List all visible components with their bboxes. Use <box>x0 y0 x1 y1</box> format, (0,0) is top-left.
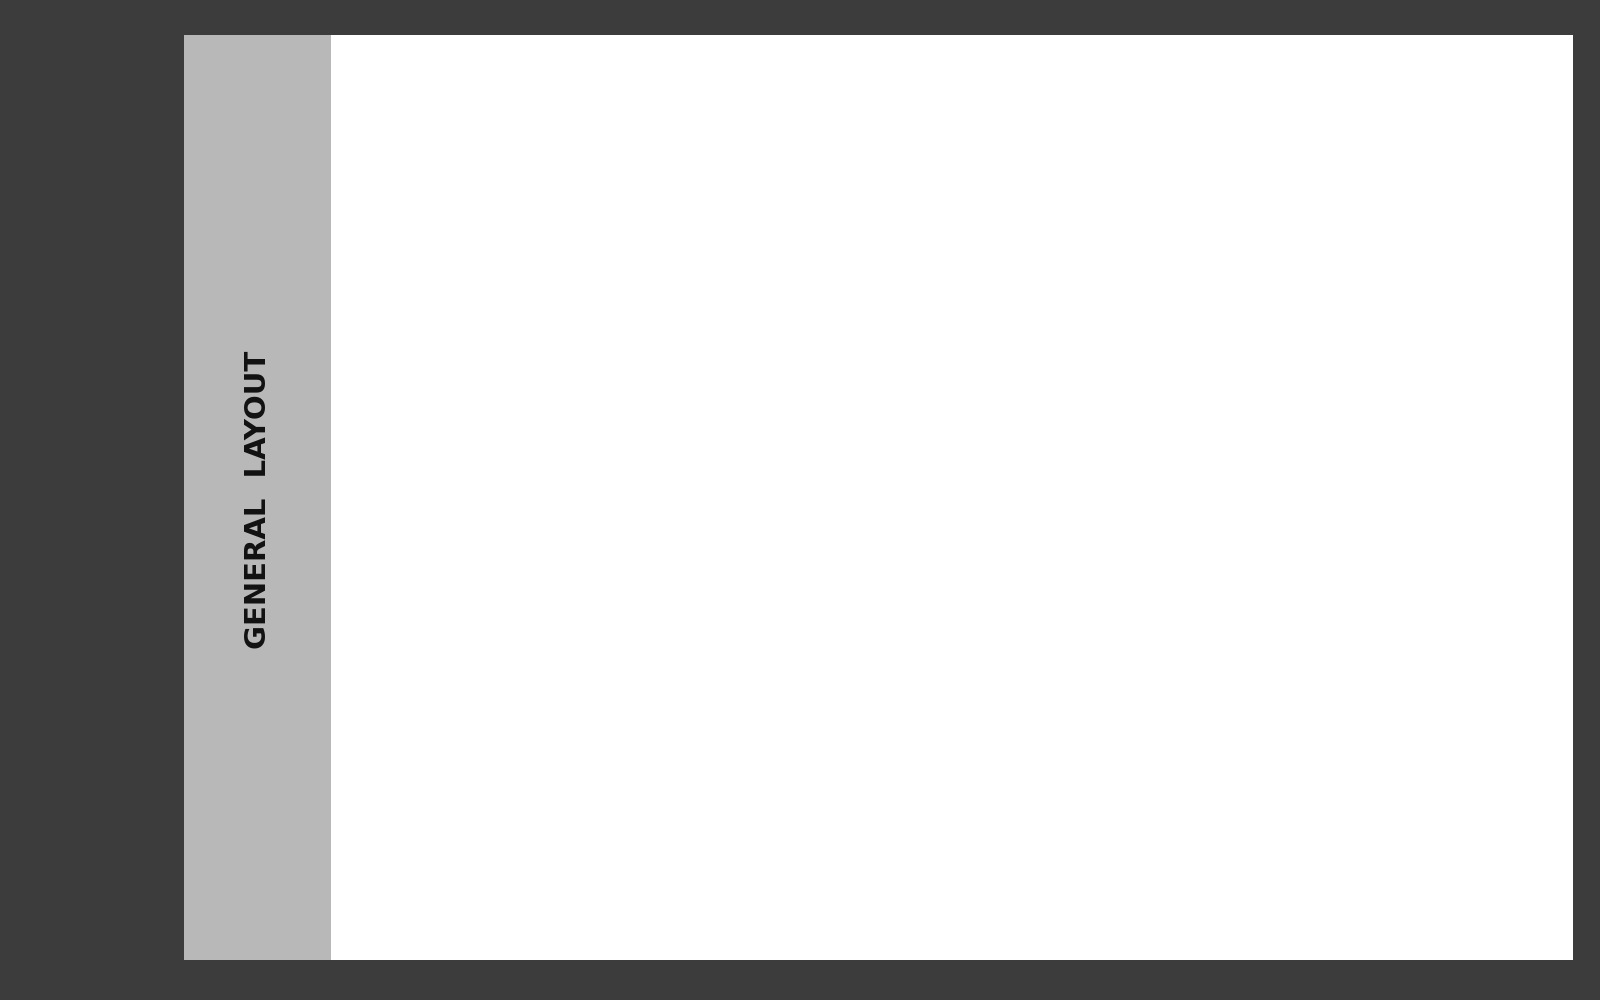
FancyBboxPatch shape <box>787 364 853 413</box>
Polygon shape <box>627 231 701 321</box>
FancyBboxPatch shape <box>1054 493 1230 571</box>
Polygon shape <box>966 321 1040 490</box>
FancyBboxPatch shape <box>848 493 1026 571</box>
Circle shape <box>1266 674 1293 701</box>
Text: ①: ① <box>611 429 629 449</box>
Polygon shape <box>672 152 1211 180</box>
Text: EVolution: EVolution <box>242 126 274 131</box>
Text: Main Wiring Harness: Main Wiring Harness <box>1042 842 1227 860</box>
Polygon shape <box>550 321 701 445</box>
Polygon shape <box>1157 298 1234 490</box>
Ellipse shape <box>197 48 318 127</box>
Text: ②: ② <box>1459 215 1477 235</box>
Circle shape <box>680 656 742 719</box>
Circle shape <box>1248 656 1310 719</box>
Circle shape <box>698 674 725 701</box>
Polygon shape <box>550 321 1456 592</box>
Polygon shape <box>850 321 923 490</box>
Text: GENERAL  LAYOUT: GENERAL LAYOUT <box>243 351 272 649</box>
Polygon shape <box>1067 321 1139 490</box>
Polygon shape <box>222 59 293 94</box>
FancyBboxPatch shape <box>222 94 293 110</box>
Text: Sound Bar Wiring Harness: Sound Bar Wiring Harness <box>1042 894 1277 912</box>
